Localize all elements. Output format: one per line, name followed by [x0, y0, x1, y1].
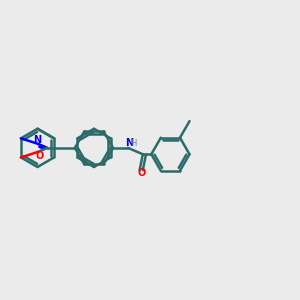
Text: O: O [35, 151, 44, 160]
Text: H: H [130, 139, 136, 148]
Text: N: N [125, 138, 133, 148]
Text: N: N [33, 135, 41, 145]
Text: O: O [137, 168, 146, 178]
